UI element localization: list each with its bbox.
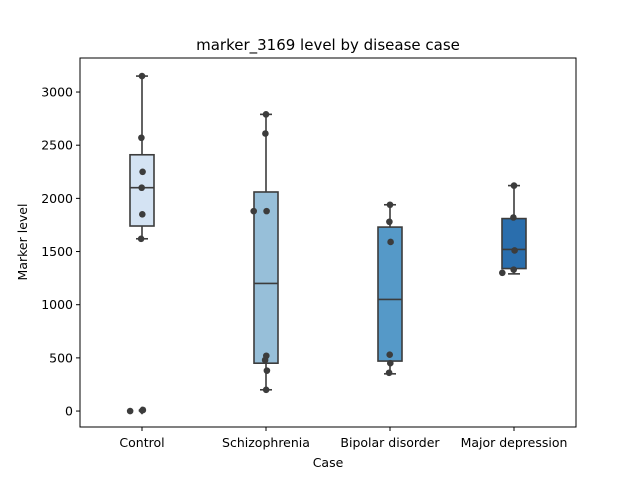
y-tick-label: 0 <box>65 404 73 419</box>
box-iqr <box>377 226 403 362</box>
y-tick-label: 1500 <box>41 244 73 259</box>
data-point <box>126 407 134 415</box>
data-point <box>139 168 146 176</box>
y-tick-label: 2000 <box>41 191 73 206</box>
y-tick-label: 3000 <box>41 85 73 100</box>
data-point <box>261 356 269 364</box>
box-0 <box>129 75 155 415</box>
y-tick-label: 500 <box>49 350 73 365</box>
data-point <box>263 207 270 215</box>
data-point <box>387 359 394 367</box>
data-point <box>499 269 506 277</box>
x-tick-label: Control <box>119 435 164 450</box>
data-point <box>137 235 145 243</box>
data-point <box>262 386 270 394</box>
data-point <box>511 247 518 254</box>
data-point <box>385 369 393 377</box>
data-point <box>139 406 147 414</box>
data-point <box>262 130 269 137</box>
x-axis-title: Case <box>313 455 344 470</box>
x-tick-label: Bipolar disorder <box>340 435 440 450</box>
data-point <box>386 218 393 226</box>
data-point <box>138 72 146 80</box>
plot-area <box>126 72 527 415</box>
box-2 <box>377 203 403 375</box>
data-point <box>510 214 517 221</box>
data-point <box>510 266 517 273</box>
box-1 <box>253 113 279 391</box>
data-point <box>387 238 394 246</box>
data-point <box>262 111 270 118</box>
y-tick-label: 1000 <box>41 297 73 312</box>
box-3 <box>501 184 527 275</box>
plot-frame <box>79 57 577 428</box>
x-axis: Control Schizophrenia Bipolar disorder Majo… <box>119 427 567 450</box>
data-point <box>138 184 145 192</box>
data-point <box>250 207 257 215</box>
data-point <box>386 201 394 209</box>
x-tick-label: Major depression <box>461 435 568 450</box>
y-tick-label: 2500 <box>41 138 73 153</box>
x-tick-label: Schizophrenia <box>222 435 310 450</box>
chart-title: marker_3169 level by disease case <box>196 36 460 55</box>
data-point <box>138 134 145 142</box>
y-axis: 0 500 1000 1500 2000 2500 3000 <box>41 85 80 419</box>
box-iqr <box>501 217 527 270</box>
data-point <box>510 182 518 189</box>
data-point <box>386 351 394 358</box>
y-axis-title: Marker level <box>15 204 30 281</box>
data-point <box>263 367 271 374</box>
data-point <box>139 211 146 218</box>
box-iqr <box>253 191 279 364</box>
